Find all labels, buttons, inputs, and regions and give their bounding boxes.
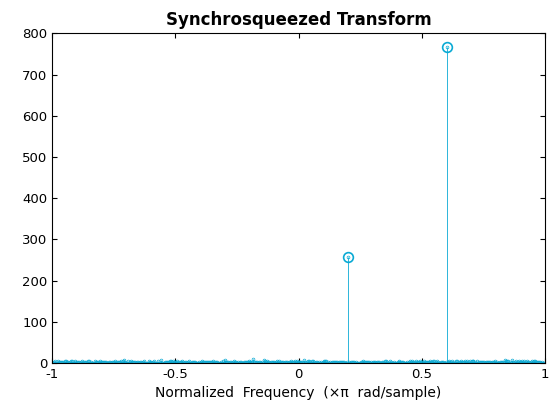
Title: Synchrosqueezed Transform: Synchrosqueezed Transform	[166, 11, 431, 29]
X-axis label: Normalized  Frequency  (×π  rad/sample): Normalized Frequency (×π rad/sample)	[156, 386, 442, 401]
